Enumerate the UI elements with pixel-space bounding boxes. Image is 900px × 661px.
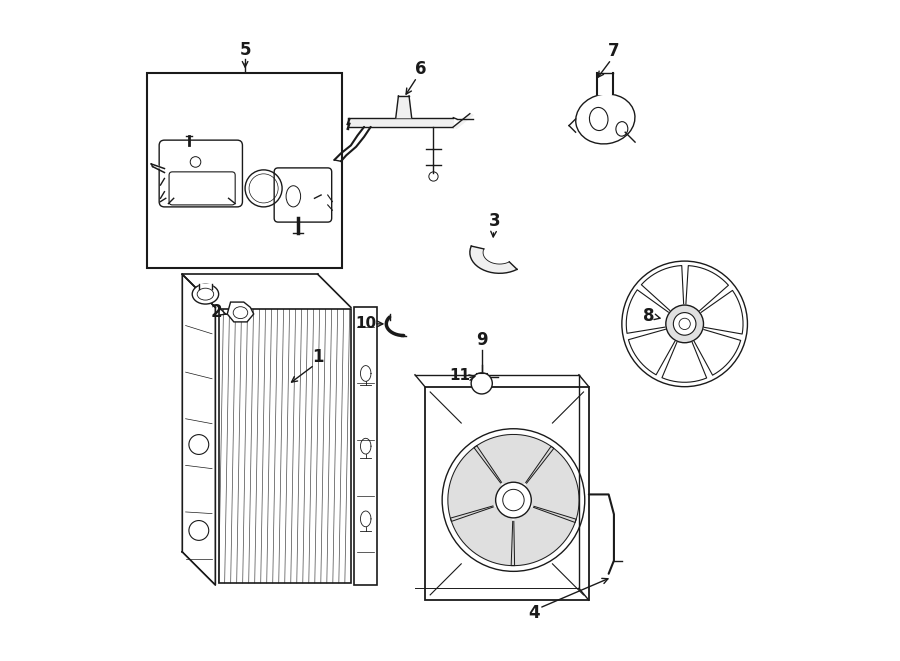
Circle shape (673, 313, 696, 335)
Polygon shape (470, 246, 518, 273)
Polygon shape (511, 506, 576, 566)
Polygon shape (448, 446, 501, 522)
Text: 8: 8 (643, 307, 654, 325)
Bar (148, 73, 342, 268)
Polygon shape (450, 506, 515, 566)
Polygon shape (474, 434, 554, 483)
Polygon shape (701, 290, 743, 334)
Polygon shape (598, 73, 613, 94)
Polygon shape (526, 446, 579, 522)
Bar (219, 309, 351, 583)
Text: 3: 3 (489, 212, 500, 231)
Polygon shape (183, 274, 215, 585)
Polygon shape (199, 284, 212, 290)
Polygon shape (694, 330, 741, 375)
Polygon shape (227, 302, 254, 322)
Polygon shape (347, 118, 454, 127)
Text: 6: 6 (415, 60, 426, 79)
Circle shape (189, 435, 209, 455)
Polygon shape (626, 290, 669, 333)
Text: 1: 1 (312, 348, 323, 366)
Circle shape (666, 305, 704, 342)
Circle shape (496, 483, 531, 518)
Text: 7: 7 (608, 42, 620, 60)
Text: 9: 9 (476, 331, 488, 350)
Text: 2: 2 (211, 303, 222, 321)
Polygon shape (454, 114, 473, 128)
Bar (425, 387, 589, 600)
Bar (355, 307, 377, 585)
Circle shape (622, 261, 747, 387)
Circle shape (472, 373, 492, 394)
Polygon shape (686, 266, 728, 311)
Polygon shape (151, 160, 165, 169)
Text: 10: 10 (356, 317, 376, 331)
Polygon shape (662, 342, 706, 382)
Polygon shape (396, 96, 411, 118)
Text: 11: 11 (449, 368, 471, 383)
Polygon shape (628, 329, 675, 375)
Ellipse shape (193, 284, 219, 304)
Text: 4: 4 (528, 604, 540, 623)
Circle shape (189, 521, 209, 541)
Polygon shape (642, 266, 684, 311)
Text: 5: 5 (239, 41, 251, 59)
